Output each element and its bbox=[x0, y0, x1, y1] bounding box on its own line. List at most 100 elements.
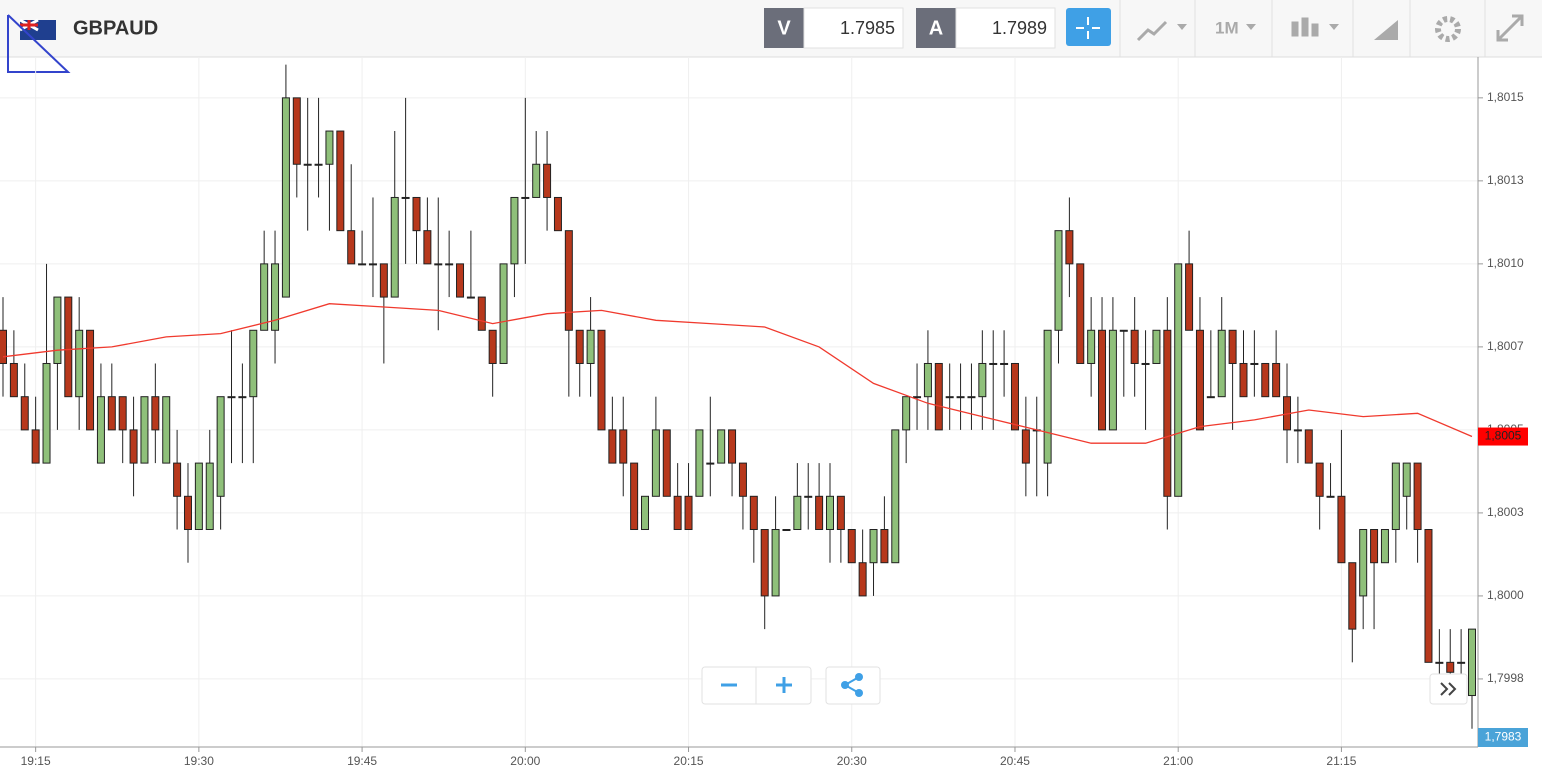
candle-body bbox=[1152, 329, 1161, 364]
candle-body bbox=[445, 263, 454, 266]
x-tick-label: 21:15 bbox=[1326, 754, 1356, 768]
candle-body bbox=[64, 296, 73, 398]
candle-body bbox=[1457, 661, 1466, 664]
timeframe-caret bbox=[1246, 24, 1256, 30]
candle-body bbox=[325, 130, 334, 165]
candle-body bbox=[1272, 362, 1281, 398]
scroll-right-button[interactable] bbox=[1429, 673, 1468, 705]
candle-body bbox=[771, 529, 780, 597]
candle-body bbox=[1391, 462, 1400, 531]
candle-body bbox=[1370, 529, 1379, 564]
candle-body bbox=[782, 529, 791, 532]
candle-body bbox=[1424, 529, 1433, 663]
candle-body bbox=[1217, 329, 1226, 398]
candle-body bbox=[1000, 362, 1009, 365]
candle-body bbox=[173, 462, 182, 497]
candle-body bbox=[1228, 329, 1237, 364]
y-tick-label: 1,8000 bbox=[1487, 588, 1524, 602]
candle-body bbox=[564, 230, 573, 331]
candle-body bbox=[738, 462, 747, 497]
ask-box[interactable] bbox=[955, 7, 1056, 49]
candle-body bbox=[760, 529, 769, 597]
candle-body bbox=[86, 329, 95, 431]
candle-body bbox=[804, 495, 813, 498]
candle-body bbox=[902, 396, 911, 431]
candle-body bbox=[1119, 329, 1128, 332]
candle-style-button[interactable] bbox=[1291, 17, 1339, 37]
candle-body bbox=[53, 296, 62, 364]
candle-body bbox=[1348, 562, 1357, 630]
candle-body bbox=[488, 329, 497, 364]
candle-body bbox=[1446, 661, 1455, 673]
candle-body bbox=[216, 396, 225, 497]
symbol: GBPAUD bbox=[73, 17, 158, 39]
candle-body bbox=[358, 263, 367, 266]
candle-body bbox=[641, 495, 650, 531]
fullscreen-button[interactable] bbox=[1496, 14, 1524, 42]
candle-body bbox=[1010, 362, 1019, 431]
settings-button[interactable] bbox=[1435, 16, 1461, 42]
candle-body bbox=[553, 196, 562, 232]
candle-body bbox=[303, 163, 312, 166]
candle-body bbox=[673, 495, 682, 531]
candle-body bbox=[989, 362, 998, 365]
candle-body bbox=[1130, 329, 1139, 364]
candle-body bbox=[532, 163, 541, 198]
y-tick-label: 1,8007 bbox=[1487, 339, 1524, 353]
candle-body bbox=[0, 329, 7, 364]
candle-body bbox=[260, 263, 269, 331]
candle-body bbox=[836, 495, 845, 531]
bid-box[interactable] bbox=[803, 7, 904, 49]
candle-body bbox=[434, 263, 443, 266]
candle-body bbox=[118, 396, 127, 431]
candle-body bbox=[1065, 230, 1074, 265]
last-tag: 1,7983 bbox=[1485, 730, 1522, 744]
ask-label-box bbox=[916, 8, 956, 48]
candle-body bbox=[227, 396, 236, 399]
x-tick-label: 20:30 bbox=[837, 754, 867, 768]
drawing-button[interactable] bbox=[1374, 20, 1398, 40]
zoom-controls bbox=[701, 666, 881, 705]
candle-body bbox=[1098, 329, 1107, 431]
candle-body bbox=[934, 362, 943, 431]
candle-body bbox=[575, 329, 584, 364]
candle-body bbox=[423, 230, 432, 265]
share-button[interactable] bbox=[825, 666, 881, 705]
y-tick-label: 1,8003 bbox=[1487, 505, 1524, 519]
x-tick-label: 20:00 bbox=[510, 754, 540, 768]
candle-body bbox=[1239, 362, 1248, 398]
candle-body bbox=[238, 396, 247, 399]
candle-body bbox=[1087, 329, 1096, 364]
candle-body bbox=[597, 329, 606, 431]
candle-body bbox=[412, 196, 421, 232]
candle-body bbox=[499, 263, 508, 364]
candle-body bbox=[1206, 396, 1215, 399]
candle-body bbox=[1195, 329, 1204, 431]
candle-body bbox=[368, 263, 377, 266]
candle-body bbox=[390, 196, 399, 298]
candle-body bbox=[31, 429, 40, 464]
candle-body bbox=[1380, 529, 1389, 564]
crosshair-button[interactable] bbox=[1066, 8, 1111, 46]
candle-body bbox=[706, 462, 715, 465]
candle-body bbox=[1402, 462, 1411, 497]
candle-body bbox=[96, 396, 105, 464]
candle-body bbox=[1250, 362, 1259, 365]
x-tick-label: 21:00 bbox=[1163, 754, 1193, 768]
candle-body bbox=[923, 362, 932, 398]
candle-body bbox=[1174, 263, 1183, 497]
candle-body bbox=[292, 97, 301, 165]
chart-type-button[interactable] bbox=[1136, 20, 1187, 42]
candle-body bbox=[869, 529, 878, 564]
x-tick-label: 19:30 bbox=[184, 754, 214, 768]
selection-marker bbox=[7, 14, 71, 73]
candle-body bbox=[1337, 495, 1346, 564]
candle-body bbox=[347, 230, 356, 265]
timeframe[interactable]: 1M bbox=[1215, 18, 1239, 37]
candle-body bbox=[608, 429, 617, 464]
candle-body bbox=[20, 396, 29, 431]
zoom-in[interactable] bbox=[776, 677, 792, 693]
candle-body bbox=[891, 429, 900, 564]
